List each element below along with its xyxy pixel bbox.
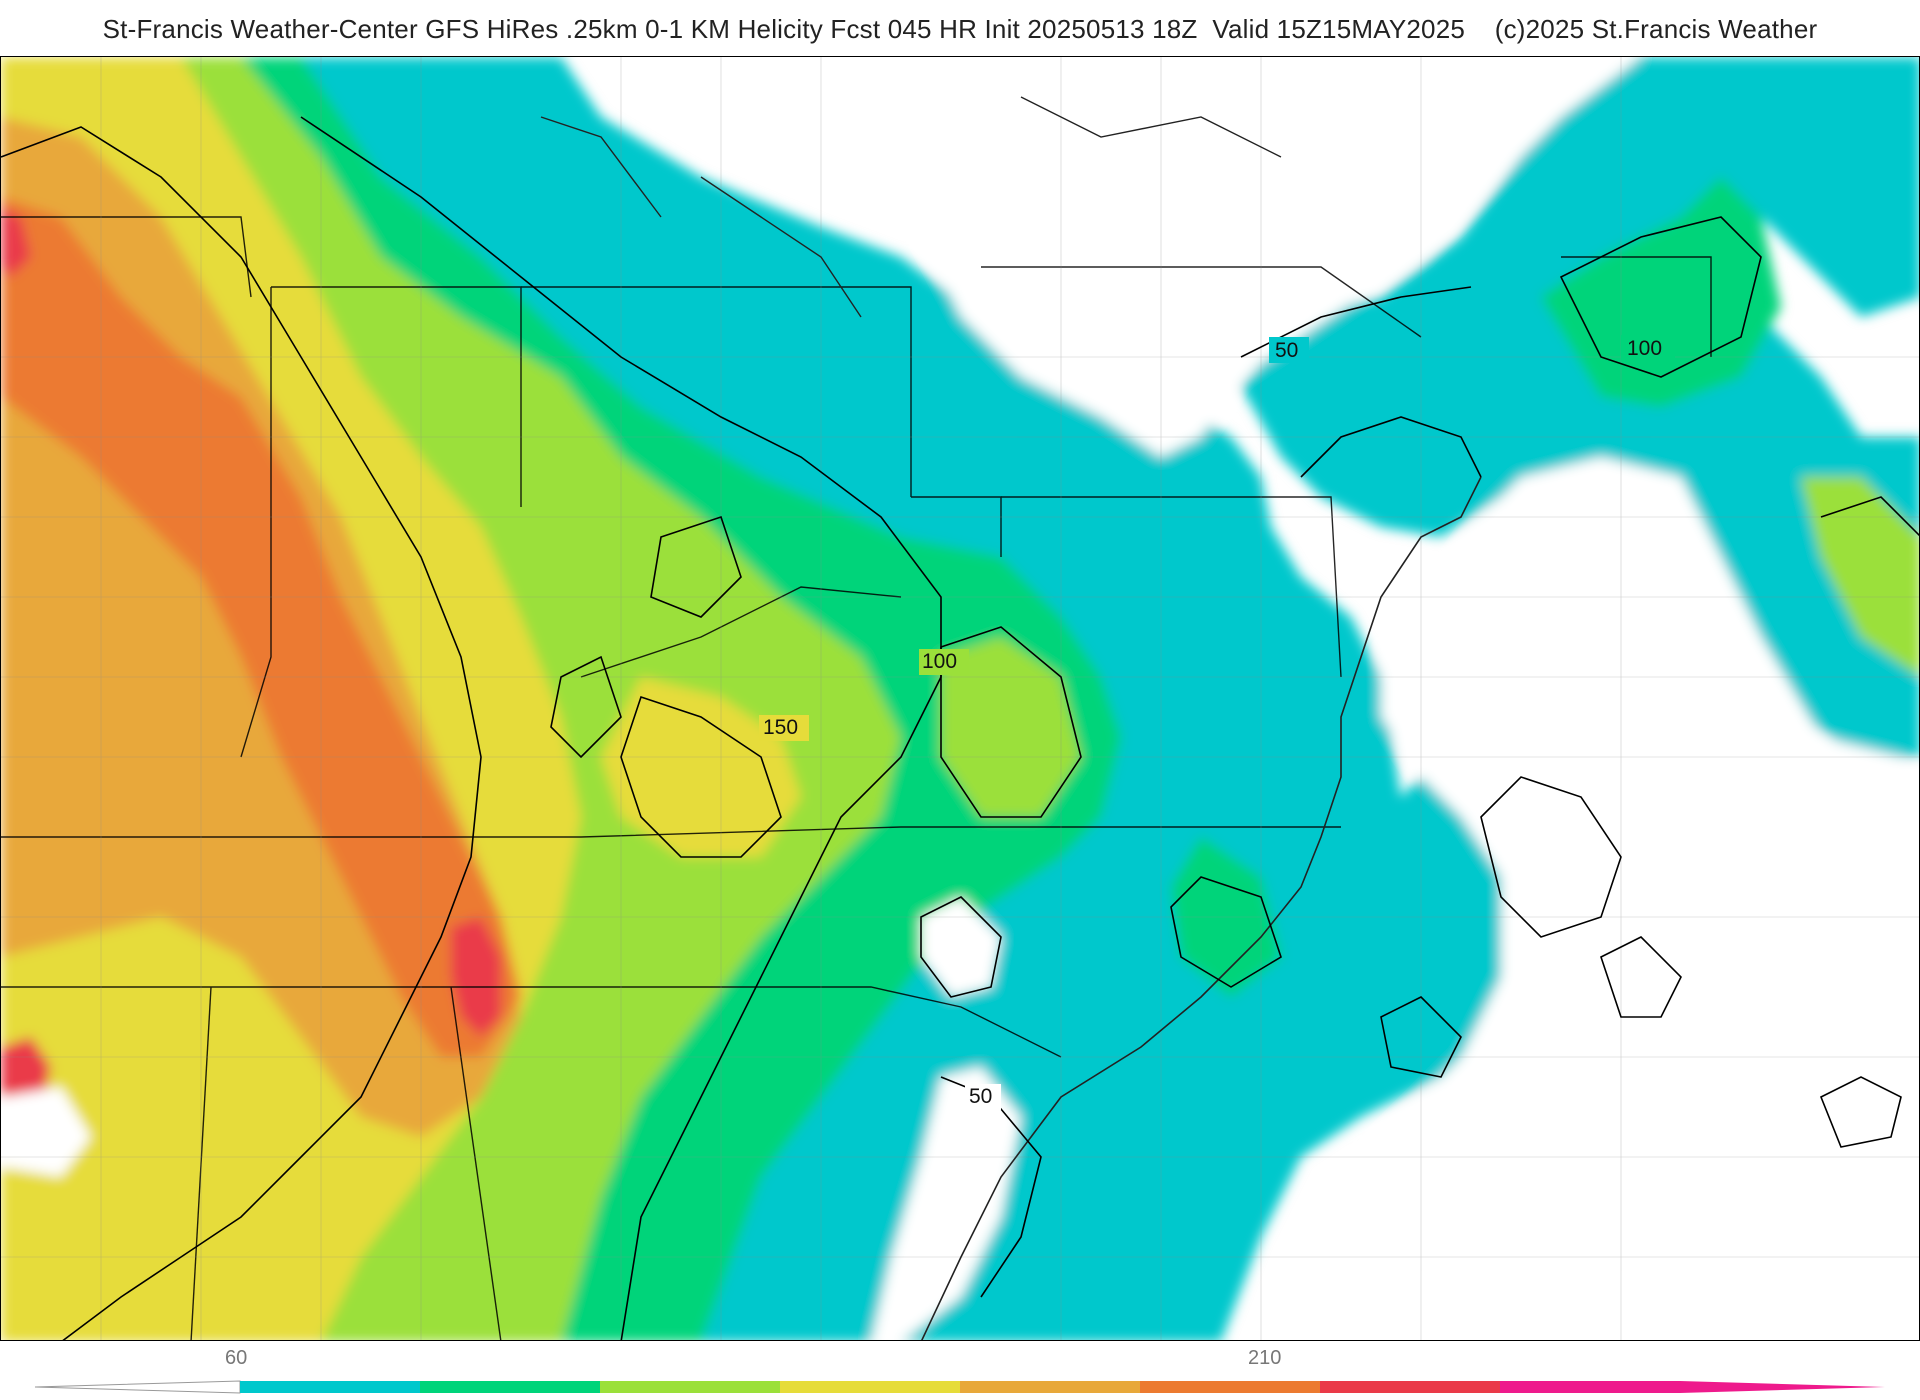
contour-labels: 50 100 150 100 50 [759,335,1675,1110]
colorbar-left-arrow [34,1380,241,1394]
colorbar-segment [960,1381,1141,1393]
great-lakes [540,96,1282,318]
clear-region-carolina [871,1067,1021,1340]
colorbar-strip [34,1380,1885,1394]
colorbar-segment [240,1381,421,1393]
red-northwest [1,207,31,277]
coastline [921,476,1482,1340]
colorbar-tick-60: 60 [225,1347,248,1369]
colorbar-segment [1140,1381,1321,1393]
yellowgreen-east [1801,477,1919,676]
colorbar-segment [600,1381,781,1393]
weather-map: 50 100 150 100 50 [0,56,1920,1341]
clear-region-small [921,897,1001,997]
contour-label-50-south: 50 [969,1085,992,1108]
contour-label-150: 150 [763,716,798,739]
colorbar-tick-210: 210 [1248,1347,1282,1369]
clear-region-northcentral [881,57,1641,457]
darkorange-region [1,197,521,1057]
clear-region-east [1261,457,1919,1340]
green-south [1171,837,1281,997]
red-core [451,917,501,1037]
colorbar-right-arrow [1680,1381,1885,1393]
colorbar-segment [420,1381,601,1393]
green-northeast [1541,177,1781,407]
contour-label-50-north: 50 [1275,339,1298,362]
contour-label-100-northeast: 100 [1627,337,1662,360]
yellow-center [601,677,801,857]
contour-label-100-center: 100 [922,650,957,673]
colorbar-segment [780,1381,961,1393]
yellowgreen-center [941,637,1081,817]
helicity-field: 50 100 150 100 50 [1,57,1919,1340]
county-lines [1,57,1919,1340]
map-title: St-Francis Weather-Center GFS HiRes .25k… [102,14,1818,44]
colorbar-segment [1500,1381,1681,1393]
colorbar-segment [1320,1381,1501,1393]
state-boundaries [1,216,1712,1340]
colorbar: 60 210 [0,1341,1920,1400]
clear-region-west [1,1087,91,1177]
